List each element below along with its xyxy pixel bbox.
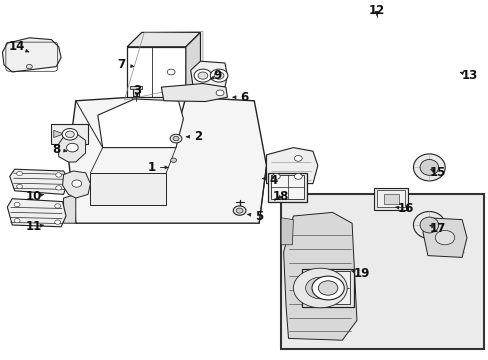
Text: 17: 17: [428, 222, 445, 235]
Polygon shape: [2, 38, 61, 72]
Polygon shape: [161, 84, 227, 102]
Bar: [267, 173, 306, 202]
Text: 10: 10: [26, 190, 42, 203]
Bar: [270, 175, 304, 199]
Circle shape: [233, 206, 245, 215]
Polygon shape: [62, 171, 90, 198]
Circle shape: [294, 174, 302, 179]
Ellipse shape: [412, 211, 444, 238]
Circle shape: [167, 69, 175, 75]
Bar: [281, 194, 483, 349]
Text: 5: 5: [255, 210, 263, 222]
Circle shape: [170, 158, 176, 162]
Circle shape: [173, 136, 179, 141]
Text: 15: 15: [428, 166, 445, 179]
Circle shape: [14, 202, 20, 207]
Text: 3: 3: [133, 84, 141, 96]
Polygon shape: [266, 148, 317, 184]
Polygon shape: [185, 32, 200, 97]
Bar: [373, 188, 407, 210]
Circle shape: [55, 220, 61, 224]
Polygon shape: [7, 199, 66, 227]
Text: 4: 4: [269, 174, 277, 186]
Polygon shape: [98, 99, 183, 148]
Polygon shape: [190, 61, 227, 87]
Circle shape: [72, 180, 81, 187]
Circle shape: [55, 204, 61, 208]
Text: 9: 9: [213, 69, 221, 82]
Circle shape: [272, 174, 280, 179]
Polygon shape: [283, 212, 356, 340]
Circle shape: [311, 276, 344, 300]
Text: 2: 2: [194, 130, 202, 143]
Polygon shape: [10, 169, 68, 194]
Circle shape: [62, 129, 78, 140]
Text: 8: 8: [52, 143, 60, 156]
Circle shape: [14, 219, 20, 223]
Polygon shape: [59, 133, 85, 162]
Polygon shape: [281, 218, 293, 245]
Bar: [133, 87, 139, 96]
Bar: [305, 271, 349, 304]
Text: 18: 18: [272, 190, 289, 203]
Polygon shape: [127, 32, 200, 47]
Polygon shape: [90, 173, 166, 205]
Circle shape: [56, 173, 61, 177]
Bar: [376, 190, 405, 207]
Circle shape: [56, 186, 61, 190]
Polygon shape: [54, 130, 63, 138]
Circle shape: [65, 131, 74, 138]
Text: 13: 13: [460, 69, 477, 82]
Circle shape: [170, 134, 182, 143]
Text: 14: 14: [9, 40, 25, 53]
Text: 1: 1: [147, 161, 155, 174]
Circle shape: [434, 230, 454, 245]
Bar: [130, 86, 142, 89]
Text: 19: 19: [353, 267, 369, 280]
Bar: [127, 47, 185, 97]
Circle shape: [318, 281, 337, 295]
Circle shape: [26, 64, 32, 69]
Text: 6: 6: [240, 91, 248, 104]
Circle shape: [194, 69, 211, 82]
Circle shape: [17, 184, 22, 189]
Bar: [51, 124, 88, 144]
Text: 7: 7: [117, 58, 125, 71]
Circle shape: [236, 208, 243, 213]
Ellipse shape: [419, 217, 438, 233]
Ellipse shape: [419, 159, 438, 175]
Circle shape: [216, 90, 224, 96]
Circle shape: [294, 156, 302, 161]
Polygon shape: [68, 97, 266, 223]
Bar: [383, 194, 398, 204]
Circle shape: [198, 72, 207, 79]
Polygon shape: [63, 194, 76, 223]
Circle shape: [17, 171, 22, 176]
Polygon shape: [422, 218, 466, 257]
Text: 16: 16: [397, 202, 413, 215]
Circle shape: [305, 277, 334, 299]
Bar: [302, 269, 353, 307]
Circle shape: [293, 268, 346, 308]
Circle shape: [66, 143, 78, 152]
Ellipse shape: [412, 154, 444, 181]
Text: 12: 12: [367, 4, 384, 17]
Circle shape: [214, 72, 224, 79]
Text: 11: 11: [26, 220, 42, 233]
Circle shape: [210, 69, 227, 82]
